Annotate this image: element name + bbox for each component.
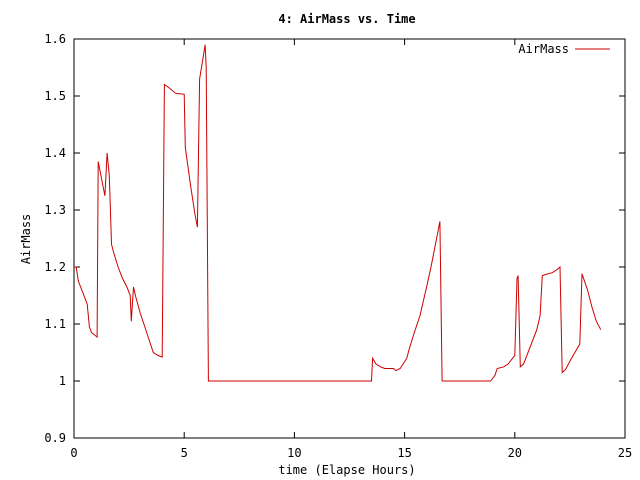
x-tick-label: 25	[618, 446, 632, 460]
x-tick-label: 15	[397, 446, 411, 460]
axis-ticks	[73, 38, 626, 439]
y-tick-label: 1.2	[44, 260, 66, 274]
x-tick-label: 20	[508, 446, 522, 460]
legend-label-airmass: AirMass	[518, 42, 569, 56]
series-group	[74, 44, 602, 382]
chart-title: 4: AirMass vs. Time	[278, 12, 415, 26]
y-tick-label: 1.4	[44, 146, 66, 160]
y-tick-label: 1.1	[44, 317, 66, 331]
plot-frame	[73, 38, 626, 439]
x-tick-label: 10	[287, 446, 301, 460]
x-tick-label: 0	[70, 446, 77, 460]
x-tick-label: 5	[181, 446, 188, 460]
x-axis-label: time (Elapse Hours)	[278, 463, 415, 477]
y-tick-label: 1.3	[44, 203, 66, 217]
y-tick-label: 1.5	[44, 89, 66, 103]
legend: AirMass	[518, 42, 610, 56]
tick-labels: 0 5 10 15 20 25 0.9 1 1.1 1.2 1.3 1.4 1.5 1.6	[44, 32, 632, 460]
y-axis-label: AirMass	[19, 214, 33, 265]
y-tick-label: 1	[59, 374, 66, 388]
y-tick-label: 0.9	[44, 431, 66, 445]
y-tick-label: 1.6	[44, 32, 66, 46]
series-line-airmass	[74, 44, 602, 382]
